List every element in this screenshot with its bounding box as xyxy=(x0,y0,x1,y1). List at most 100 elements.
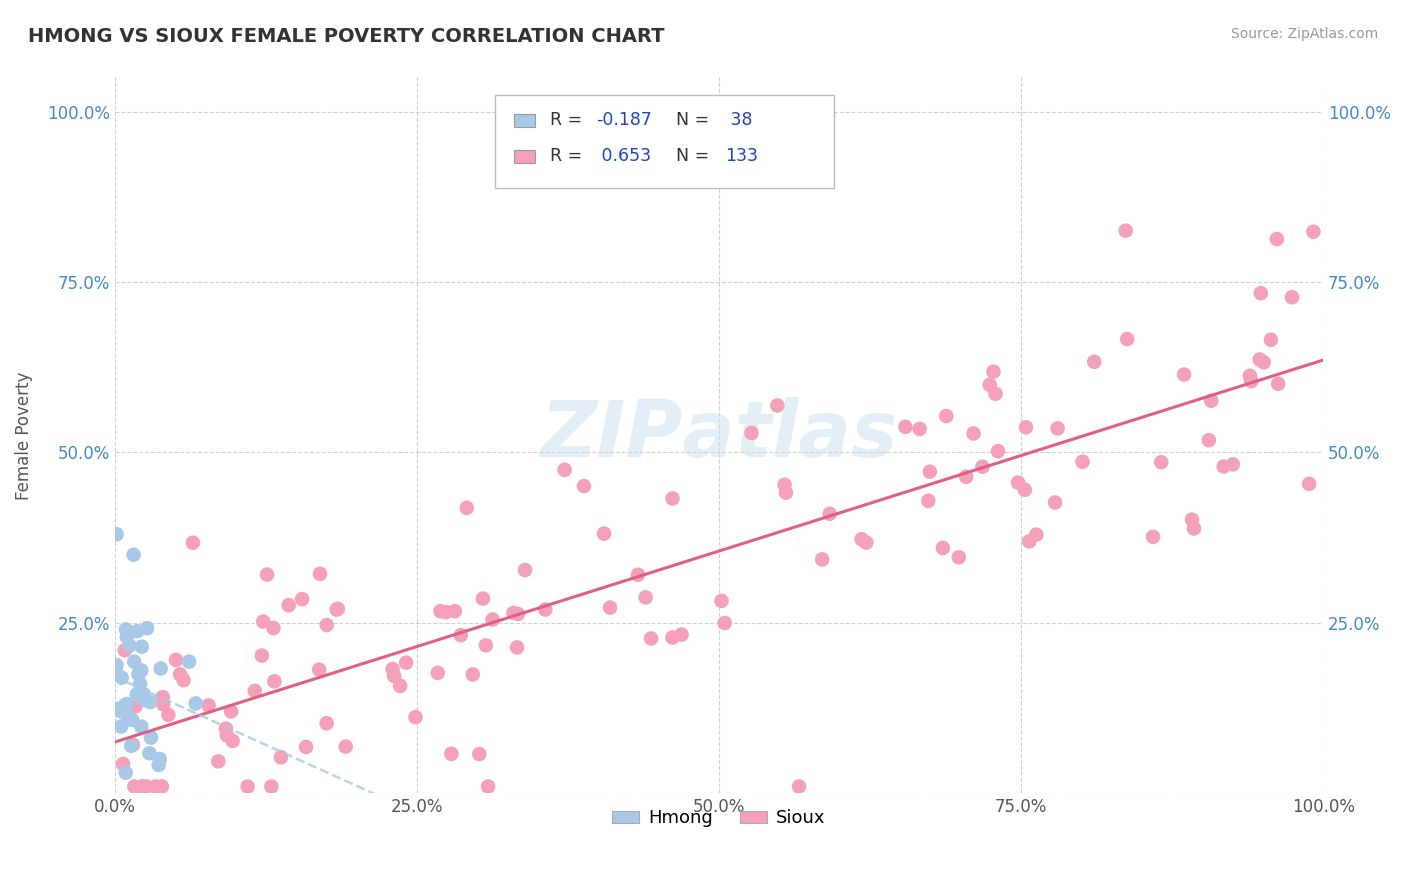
Point xyxy=(252,615,274,629)
Point xyxy=(461,667,484,681)
Point xyxy=(1239,368,1261,383)
Point xyxy=(948,550,970,565)
Point xyxy=(599,600,621,615)
Point xyxy=(554,463,576,477)
Text: ZIP​atlas: ZIP​atlas xyxy=(540,398,897,474)
Point xyxy=(1253,355,1275,369)
Point xyxy=(122,738,145,752)
Point xyxy=(1298,476,1320,491)
Point xyxy=(1025,527,1047,541)
Text: -0.187: -0.187 xyxy=(596,112,651,129)
Point xyxy=(634,591,657,605)
Point xyxy=(215,722,238,736)
Bar xyxy=(513,150,536,162)
Point xyxy=(129,720,152,734)
Point xyxy=(122,548,145,562)
Point xyxy=(114,643,136,657)
Point xyxy=(440,747,463,761)
Point xyxy=(1150,455,1173,469)
Point xyxy=(118,639,141,653)
Point xyxy=(134,693,156,707)
Point xyxy=(135,780,157,794)
Point xyxy=(110,720,132,734)
Point xyxy=(450,628,472,642)
Point xyxy=(984,386,1007,401)
Point xyxy=(1240,374,1263,388)
Point xyxy=(129,677,152,691)
Point xyxy=(139,731,162,745)
Point xyxy=(121,713,143,727)
Point xyxy=(309,566,332,581)
Point xyxy=(250,648,273,663)
Point xyxy=(104,659,127,673)
Point xyxy=(740,425,762,440)
Point xyxy=(572,479,595,493)
Point xyxy=(972,459,994,474)
Point xyxy=(506,640,529,655)
Bar xyxy=(495,95,834,188)
Text: R =: R = xyxy=(550,112,588,129)
Point xyxy=(243,683,266,698)
Point xyxy=(1212,459,1234,474)
Point xyxy=(277,598,299,612)
Point xyxy=(502,606,524,620)
Point xyxy=(1199,393,1222,408)
Text: HMONG VS SIOUX FEMALE POVERTY CORRELATION CHART: HMONG VS SIOUX FEMALE POVERTY CORRELATIO… xyxy=(28,27,665,45)
Point xyxy=(1267,376,1289,391)
Point xyxy=(1116,332,1139,346)
Point xyxy=(139,695,162,709)
Point xyxy=(138,746,160,760)
Point xyxy=(105,527,128,541)
Point xyxy=(165,653,187,667)
Point xyxy=(811,552,834,566)
Point xyxy=(1046,421,1069,435)
Point xyxy=(1265,232,1288,246)
Point xyxy=(256,567,278,582)
Point xyxy=(262,621,284,635)
Bar xyxy=(513,114,536,127)
Text: N =: N = xyxy=(665,112,714,129)
Point xyxy=(534,602,557,616)
Point xyxy=(382,669,405,683)
Y-axis label: Female Poverty: Female Poverty xyxy=(15,371,32,500)
Point xyxy=(1014,483,1036,497)
Point xyxy=(1142,530,1164,544)
Point xyxy=(1043,495,1066,509)
Point xyxy=(481,613,503,627)
Point xyxy=(429,604,451,618)
Point xyxy=(124,780,146,794)
Point xyxy=(120,739,142,753)
Point xyxy=(513,563,536,577)
Point xyxy=(219,705,242,719)
Point xyxy=(962,426,984,441)
Point xyxy=(1115,224,1137,238)
Point xyxy=(1071,455,1094,469)
Legend: Hmong, Sioux: Hmong, Sioux xyxy=(605,802,832,834)
Text: N =: N = xyxy=(665,147,714,165)
Point xyxy=(979,377,1001,392)
Point xyxy=(291,592,314,607)
Point xyxy=(131,780,153,794)
Point xyxy=(627,567,650,582)
Point xyxy=(136,621,159,635)
Point xyxy=(468,747,491,761)
Point xyxy=(851,532,873,546)
Point xyxy=(1182,521,1205,535)
Point xyxy=(221,733,243,747)
Point xyxy=(335,739,357,754)
Point xyxy=(955,469,977,483)
Text: 133: 133 xyxy=(725,147,758,165)
Point xyxy=(444,604,467,618)
Point xyxy=(124,699,146,714)
Point xyxy=(149,661,172,675)
Point xyxy=(132,687,155,701)
Point xyxy=(315,618,337,632)
Point xyxy=(389,679,412,693)
Point xyxy=(426,665,449,680)
Point xyxy=(661,491,683,506)
Point xyxy=(115,697,138,711)
Point xyxy=(270,750,292,764)
Point xyxy=(918,465,941,479)
Point xyxy=(169,667,191,681)
Point xyxy=(471,591,494,606)
